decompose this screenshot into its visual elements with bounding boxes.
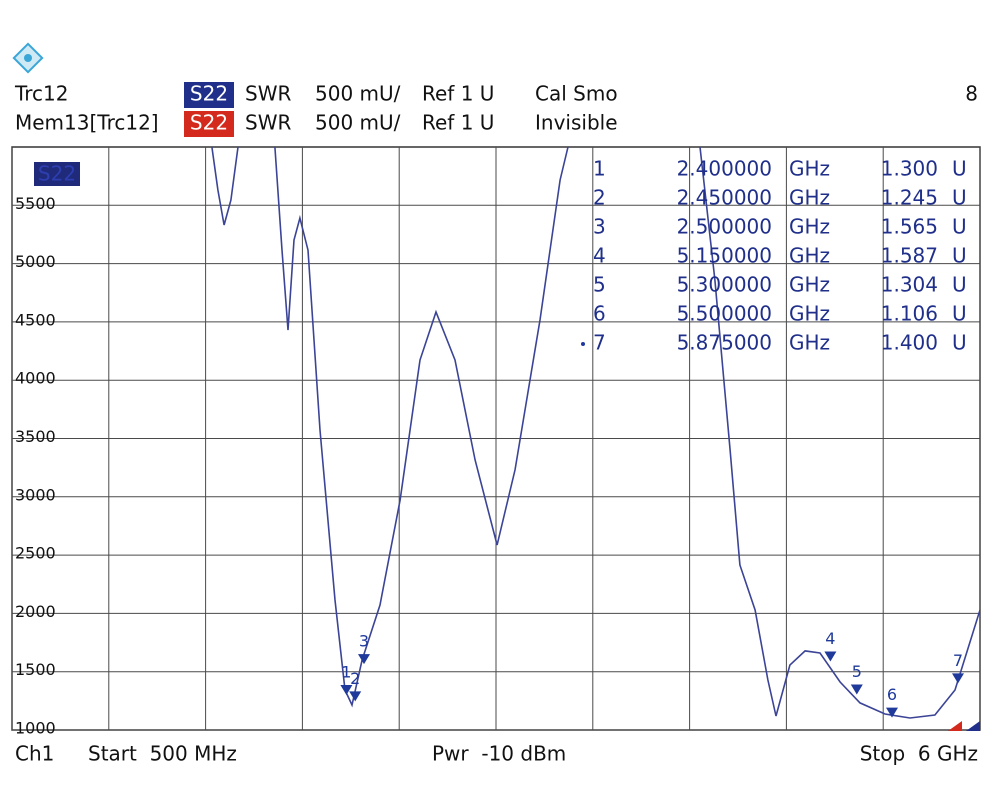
marker-id: 4 — [593, 244, 606, 268]
marker — [952, 673, 964, 684]
marker-swr: 1.300 — [881, 157, 938, 181]
trace-format: SWR — [245, 82, 291, 106]
start: Start 500 MHz — [88, 742, 237, 766]
marker-freq-unit: GHz — [789, 244, 830, 268]
power: Pwr -10 dBm — [432, 742, 566, 766]
marker-id: 7 — [593, 331, 606, 355]
marker-freq-unit: GHz — [789, 157, 830, 181]
trace-param: S22 — [190, 82, 228, 106]
marker-id: 1 — [593, 157, 606, 181]
y-tick-label: 5500 — [15, 194, 56, 213]
marker — [886, 707, 898, 718]
marker-freq: 5.500000 — [677, 302, 772, 326]
marker-swr-unit: U — [952, 157, 967, 181]
memory-info: Invisible — [535, 111, 618, 135]
marker-swr: 1.400 — [881, 331, 938, 355]
active-bullet — [581, 342, 585, 346]
y-tick-label: 5000 — [15, 252, 56, 271]
marker-id: 5 — [593, 273, 606, 297]
marker-freq: 2.450000 — [677, 186, 772, 210]
marker-freq: 5.300000 — [677, 273, 772, 297]
marker-swr-unit: U — [952, 244, 967, 268]
trace-label-box — [34, 162, 80, 186]
marker-freq: 5.150000 — [677, 244, 772, 268]
logo — [12, 42, 44, 74]
y-tick-label: 1000 — [15, 719, 56, 738]
marker-freq-unit: GHz — [789, 273, 830, 297]
marker-swr: 1.565 — [881, 215, 938, 239]
marker-swr-unit: U — [952, 186, 967, 210]
marker-label: 3 — [359, 632, 369, 651]
marker-swr-unit: U — [952, 302, 967, 326]
trace-info: Cal Smo — [535, 82, 618, 106]
count: 8 — [965, 82, 978, 106]
trace-label: S22 — [38, 162, 76, 186]
marker — [850, 684, 863, 695]
marker — [349, 691, 362, 702]
marker-id: 2 — [593, 186, 606, 210]
marker-freq-unit: GHz — [789, 186, 830, 210]
y-tick-label: 2500 — [15, 544, 56, 563]
stop: Stop 6 GHz — [860, 742, 978, 766]
trace-name: Trc12 — [14, 82, 69, 106]
marker-swr: 1.304 — [881, 273, 938, 297]
marker-swr-unit: U — [952, 215, 967, 239]
marker-freq-unit: GHz — [789, 302, 830, 326]
y-tick-label: 4500 — [15, 310, 56, 329]
param-box — [184, 111, 234, 137]
marker — [340, 685, 353, 696]
marker — [824, 651, 837, 662]
y-tick-label: 3000 — [15, 485, 56, 504]
marker — [358, 654, 370, 665]
y-tick-label: 4000 — [15, 369, 56, 388]
marker-id: 3 — [593, 215, 606, 239]
marker-id: 6 — [593, 302, 606, 326]
marker-freq: 5.875000 — [677, 331, 772, 355]
plot: 1000 1500 2000 2500 3000 3500 4000 4500 5000 5500… — [11, 146, 981, 738]
y-tick-label: 2000 — [15, 602, 56, 621]
marker-label: 2 — [350, 669, 360, 688]
trace — [211, 147, 980, 719]
memory-format: SWR — [245, 111, 291, 135]
marker-freq: 2.500000 — [677, 215, 772, 239]
memory-ref: Ref 1 U — [422, 111, 494, 135]
marker-label: 7 — [953, 651, 963, 670]
marker-swr-unit: U — [952, 273, 967, 297]
marker-label: 4 — [825, 629, 835, 648]
marker-label: 1 — [341, 663, 351, 682]
trace-ref: Ref 1 U — [422, 82, 494, 106]
memory-name: Mem13[Trc12] — [15, 111, 159, 135]
marker-swr-unit: U — [952, 331, 967, 355]
marker-label: 5 — [852, 662, 862, 681]
y-tick-label: 3500 — [15, 427, 56, 446]
marker-freq-unit: GHz — [789, 331, 830, 355]
offscreen-indicator — [948, 721, 980, 731]
marker-swr: 1.245 — [881, 186, 938, 210]
marker-freq-unit: GHz — [789, 215, 830, 239]
memory-scale: 500 mU/ — [315, 111, 401, 135]
marker-swr: 1.587 — [881, 244, 938, 268]
y-tick-label: 1500 — [15, 660, 56, 679]
channel: Ch1 — [15, 742, 54, 766]
trace-scale: 500 mU/ — [315, 82, 401, 106]
memory-param: S22 — [190, 111, 228, 135]
marker-freq: 2.400000 — [677, 157, 772, 181]
marker-swr: 1.106 — [881, 302, 938, 326]
param-box — [184, 82, 234, 108]
marker-label: 6 — [887, 685, 897, 704]
